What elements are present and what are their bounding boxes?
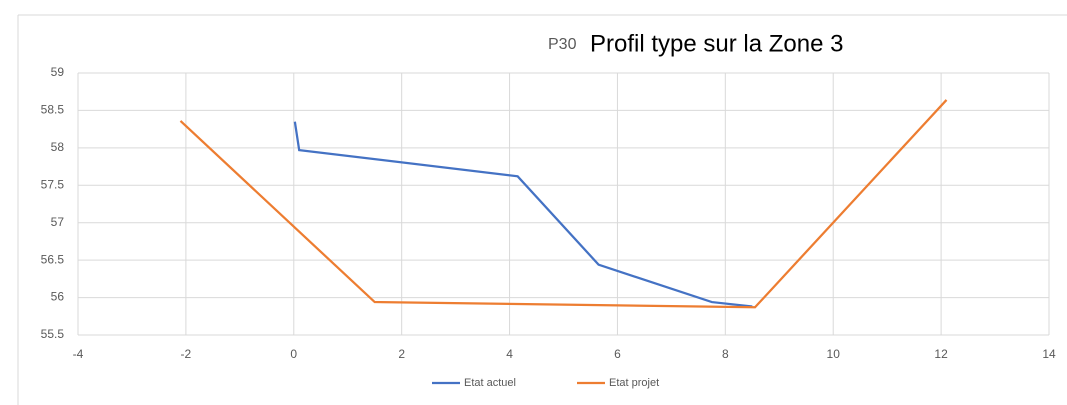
x-tick-label: -2 <box>181 347 192 361</box>
x-tick-label: 8 <box>722 347 729 361</box>
y-tick-label: 58.5 <box>41 103 65 117</box>
annotation: P30 <box>548 36 577 53</box>
x-tick-label: -4 <box>73 347 84 361</box>
series-line <box>179 99 948 309</box>
x-tick-label: 10 <box>827 347 841 361</box>
x-tick-label: 14 <box>1042 347 1056 361</box>
x-tick-label: 12 <box>934 347 948 361</box>
chart-title: Profil type sur la Zone 3 <box>590 30 843 57</box>
series-line <box>293 121 753 308</box>
y-tick-label: 58 <box>51 140 65 154</box>
y-tick-label: 57.5 <box>41 177 65 191</box>
y-tick-label: 55.5 <box>41 327 65 341</box>
y-tick-label: 56.5 <box>41 252 65 266</box>
y-tick-label: 57 <box>51 215 65 229</box>
x-tick-label: 4 <box>506 347 513 361</box>
x-tick-label: 2 <box>398 347 405 361</box>
legend-label: Etat projet <box>609 377 659 389</box>
legend-label: Etat actuel <box>464 377 516 389</box>
x-tick-label: 6 <box>614 347 621 361</box>
y-tick-label: 56 <box>51 290 65 304</box>
x-tick-label: 0 <box>290 347 297 361</box>
y-tick-label: 59 <box>51 65 65 79</box>
